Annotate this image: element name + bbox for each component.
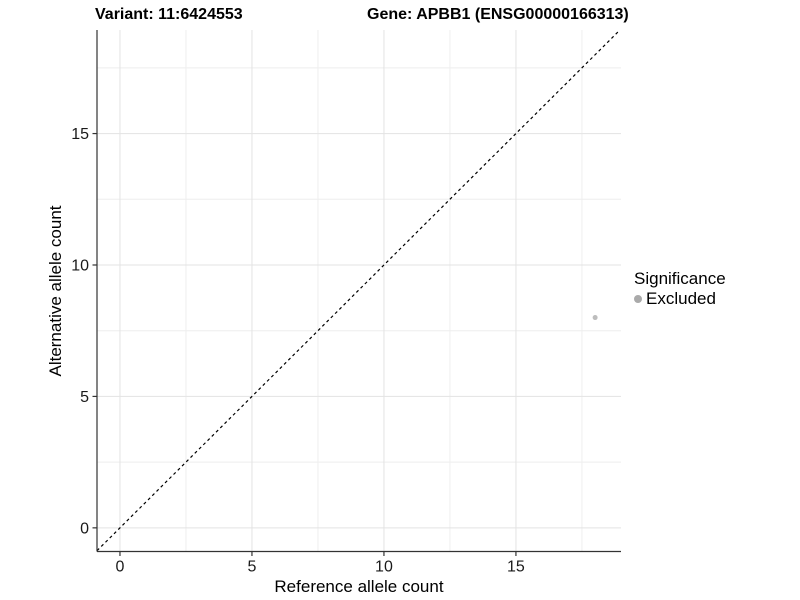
legend: Significance Excluded [634, 269, 726, 309]
y-tick-label: 15 [71, 126, 89, 143]
y-tick-label: 5 [80, 389, 89, 406]
x-tick-label: 10 [375, 559, 393, 576]
gene-title: Gene: APBB1 (ENSG00000166313) [367, 6, 629, 23]
legend-item-label: Excluded [646, 289, 716, 308]
x-axis-title: Reference allele count [274, 577, 444, 596]
y-tick-label: 10 [71, 257, 89, 274]
y-tick-label: 0 [80, 520, 89, 537]
legend-title: Significance [634, 269, 726, 288]
x-tick-label: 5 [248, 559, 257, 576]
y-axis-title: Alternative allele count [46, 205, 65, 377]
legend-key-dot-icon [634, 295, 642, 303]
legend-item-excluded: Excluded [634, 289, 726, 309]
x-tick-label: 15 [507, 559, 525, 576]
identity-dashed-line [96, 29, 621, 552]
variant-title: Variant: 11:6424553 [95, 6, 243, 23]
x-tick-label: 0 [116, 559, 125, 576]
data-point [592, 315, 598, 321]
